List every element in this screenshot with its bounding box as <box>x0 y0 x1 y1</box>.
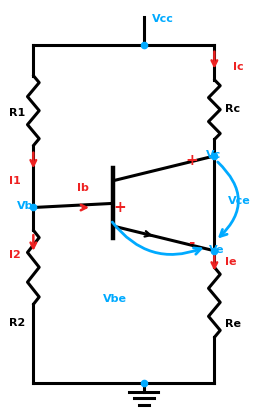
Text: Rc: Rc <box>225 104 240 114</box>
Text: Vcc: Vcc <box>152 14 174 24</box>
Text: Ic: Ic <box>233 62 244 72</box>
Text: Ib: Ib <box>77 183 89 193</box>
FancyArrowPatch shape <box>218 162 238 237</box>
FancyArrowPatch shape <box>112 222 201 254</box>
Text: -: - <box>189 235 195 250</box>
Text: I1: I1 <box>9 176 21 186</box>
Text: Vb: Vb <box>17 201 34 211</box>
Text: Ve: Ve <box>209 244 225 254</box>
Text: I2: I2 <box>9 250 21 260</box>
Text: +: + <box>185 153 198 168</box>
Text: +: + <box>114 200 126 215</box>
Text: Ie: Ie <box>225 257 236 267</box>
Text: R2: R2 <box>9 318 26 328</box>
Text: R1: R1 <box>9 107 26 118</box>
Text: Vc: Vc <box>206 150 222 160</box>
Text: Re: Re <box>225 319 241 329</box>
Text: Vce: Vce <box>228 196 250 206</box>
Text: Vbe: Vbe <box>102 294 126 304</box>
